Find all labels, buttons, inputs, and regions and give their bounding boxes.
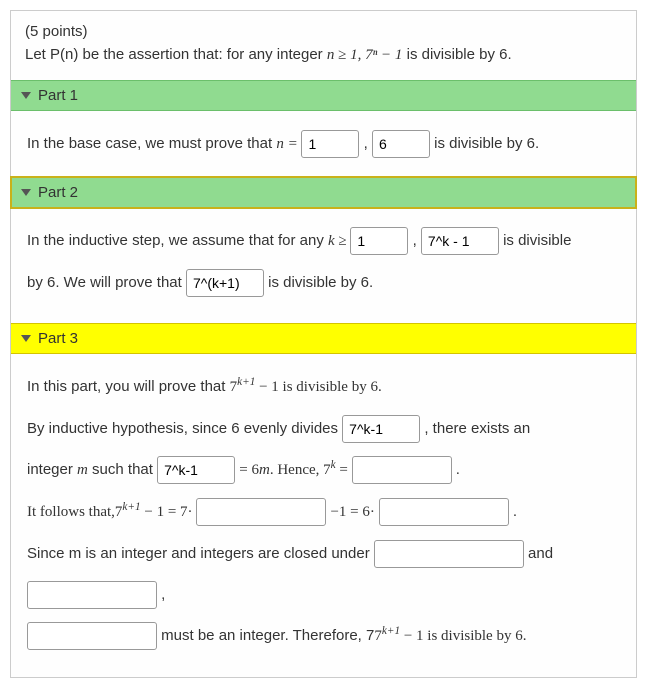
part3-input-4[interactable] xyxy=(196,498,326,526)
part3-input-6[interactable] xyxy=(374,540,524,568)
intro-prefix: Let P(n) be the assertion that: for any … xyxy=(25,46,327,63)
part1-n-eq: n = xyxy=(276,136,301,152)
part2-body: In the inductive step, we assume that fo… xyxy=(11,208,636,323)
p3-p3-m: m xyxy=(259,462,270,478)
p3-p2-b: , there exists an xyxy=(424,420,530,437)
part1-body: In the base case, we must prove that n =… xyxy=(11,111,636,177)
p3-p6-sep: , xyxy=(161,586,165,603)
p3-p5-b: and xyxy=(528,545,553,562)
part3-input-1[interactable] xyxy=(342,415,420,443)
p3-p4-a: It follows that,7k+1 − 1 = 7· xyxy=(27,504,196,520)
part3-input-7[interactable] xyxy=(27,581,157,609)
part3-input-8[interactable] xyxy=(27,622,157,650)
question-panel: (5 points) Let P(n) be the assertion tha… xyxy=(10,10,637,678)
part2-line2-a: by 6. We will prove that xyxy=(27,274,186,291)
part1-comma: , xyxy=(364,135,372,152)
p3-p5-a: Since m is an integer and integers are c… xyxy=(27,545,374,562)
part2-header[interactable]: Part 2 xyxy=(11,177,636,208)
p3-p4-c: −1 = 6· xyxy=(330,504,378,520)
part3-input-5[interactable] xyxy=(379,498,509,526)
part2-title: Part 2 xyxy=(38,184,78,201)
p3-p7-math: 7k+1 xyxy=(374,628,400,644)
p3-p2-a: By inductive hypothesis, since 6 evenly … xyxy=(27,420,342,437)
p3-p3-a: integer xyxy=(27,461,77,478)
p3-p3-dot: . xyxy=(456,461,460,478)
part2-line1-b: is divisible xyxy=(503,232,571,249)
p3-p1-a: In this part, you will prove that xyxy=(27,378,230,395)
part2-input-1[interactable] xyxy=(350,227,408,255)
part1-input-2[interactable] xyxy=(372,130,430,158)
part1-header[interactable]: Part 1 xyxy=(11,80,636,111)
question-intro: (5 points) Let P(n) be the assertion tha… xyxy=(11,11,636,80)
points-label: (5 points) xyxy=(25,21,622,44)
part3-body: In this part, you will prove that 7k+1 −… xyxy=(11,354,636,677)
caret-down-icon xyxy=(21,189,31,196)
part2-line2-b: is divisible by 6. xyxy=(268,274,373,291)
p3-p1-b: − 1 is divisible by 6. xyxy=(255,379,381,395)
part2-input-2[interactable] xyxy=(421,227,499,255)
part1-text-b: is divisible by 6. xyxy=(434,135,539,152)
p3-p3-c: = 6 xyxy=(239,462,259,478)
p3-p7-a: must be an integer. Therefore, 7 xyxy=(161,627,374,644)
p3-p3-b: such that xyxy=(88,461,157,478)
part3-header[interactable]: Part 3 xyxy=(11,323,636,354)
part1-title: Part 1 xyxy=(38,87,78,104)
p3-p3-e: = xyxy=(336,462,352,478)
caret-down-icon xyxy=(21,92,31,99)
caret-down-icon xyxy=(21,335,31,342)
part3-title: Part 3 xyxy=(38,330,78,347)
part2-kge: k ≥ xyxy=(328,233,350,249)
intro-math: n ≥ 1, 7ⁿ − 1 xyxy=(327,47,403,63)
part1-text-a: In the base case, we must prove that xyxy=(27,135,276,152)
assertion-line: Let P(n) be the assertion that: for any … xyxy=(25,44,622,67)
part2-sep: , xyxy=(413,232,421,249)
part1-input-1[interactable] xyxy=(301,130,359,158)
p3-p4-dot: . xyxy=(513,503,517,520)
p3-p7-b: − 1 is divisible by 6. xyxy=(400,628,526,644)
intro-suffix: is divisible by 6. xyxy=(402,46,511,63)
part3-input-2[interactable] xyxy=(157,456,235,484)
p3-p3-d: . Hence, 7 xyxy=(270,462,331,478)
p3-m: m xyxy=(77,462,88,478)
part2-line1-a: In the inductive step, we assume that fo… xyxy=(27,232,328,249)
part2-input-3[interactable] xyxy=(186,269,264,297)
part3-input-3[interactable] xyxy=(352,456,452,484)
p3-p1-math: 7k+1 xyxy=(230,379,256,395)
